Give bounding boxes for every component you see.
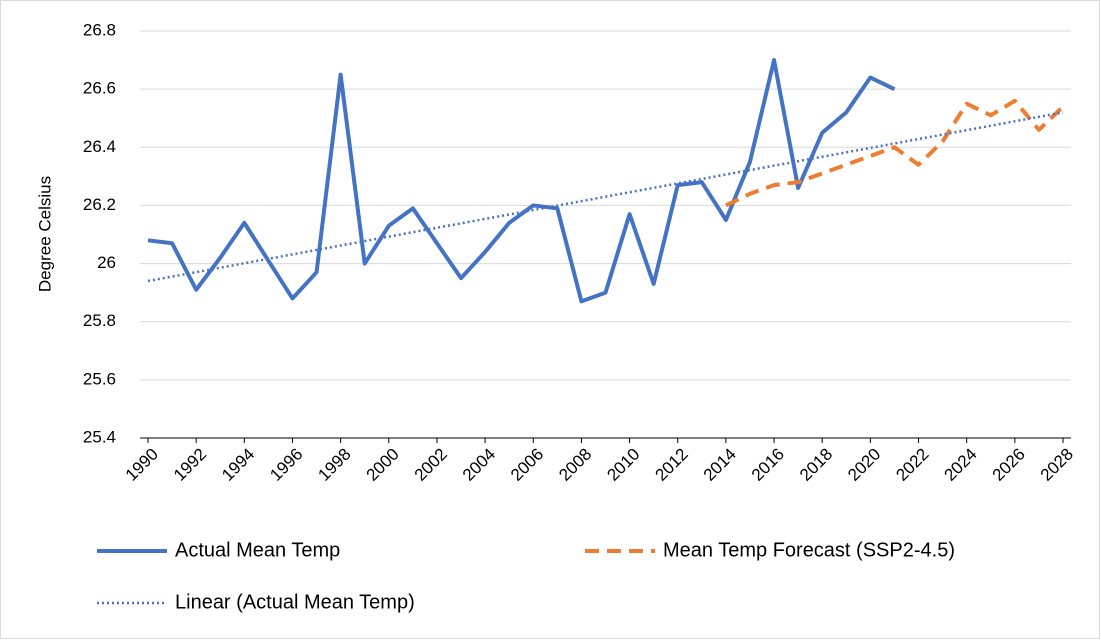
series-line	[147, 111, 1064, 283]
y-tick-label: 26.2	[83, 195, 116, 214]
y-tick-label: 26.8	[83, 20, 116, 39]
series-line	[147, 58, 896, 304]
legend-label: Linear (Actual Mean Temp)	[175, 591, 415, 613]
y-tick-label: 25.4	[83, 427, 116, 446]
series-line	[725, 98, 1065, 208]
y-tick-label: 26.4	[83, 137, 116, 156]
legend-label: Actual Mean Temp	[175, 539, 340, 561]
y-tick-label: 26.6	[83, 79, 116, 98]
y-axis-label: Degree Celsius	[35, 176, 54, 292]
legend-label: Mean Temp Forecast (SSP2-4.5)	[663, 539, 955, 561]
y-tick-label: 25.8	[83, 311, 116, 330]
y-tick-label: 25.6	[83, 369, 116, 388]
y-tick-label: 26	[97, 253, 116, 272]
